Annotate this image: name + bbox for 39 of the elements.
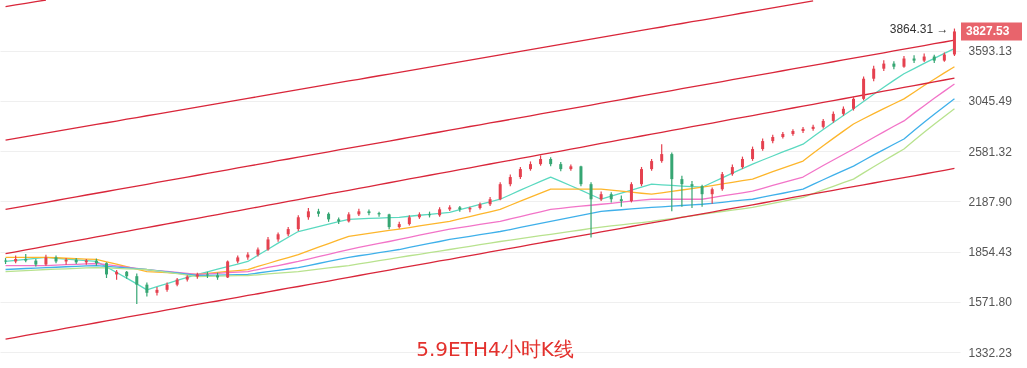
- text: 5.9ETH4小时K线: [416, 337, 574, 361]
- candlestick: [589, 181, 593, 238]
- candlestick: [498, 181, 502, 201]
- text: 3827.53: [966, 24, 1010, 39]
- candlestick: [105, 261, 108, 279]
- candlestick: [569, 163, 573, 172]
- candlestick: [852, 95, 855, 112]
- y-tick-label: 3045.49: [968, 94, 1013, 109]
- y-tick-label: 2581.32: [968, 144, 1013, 159]
- candlestick: [155, 286, 159, 297]
- candlestick: [640, 166, 644, 187]
- line-series: [4, 167, 956, 340]
- candlestick: [892, 60, 896, 70]
- annotation: 3864.31 →: [889, 21, 949, 36]
- y-tick-label: 1571.80: [968, 295, 1013, 310]
- y-tick-label: 1332.23: [968, 345, 1013, 360]
- candlestick: [912, 54, 916, 64]
- y-tick-label: 1854.43: [968, 245, 1013, 260]
- candlestick: [690, 180, 694, 209]
- candlestick: [316, 208, 320, 218]
- candlestick: [680, 175, 684, 208]
- y-tick-label: 3593.13: [968, 44, 1013, 59]
- candlestick: [700, 184, 704, 208]
- candlestick: [276, 231, 280, 243]
- candlestick: [801, 126, 805, 134]
- candlestick: [629, 181, 633, 204]
- line-series: [4, 0, 47, 8]
- line-series: [4, 0, 814, 141]
- candlestick: [720, 171, 724, 192]
- candlestick: [952, 27, 956, 57]
- candlestick: [367, 208, 371, 216]
- candlestick: [599, 190, 603, 202]
- candlestick: [791, 128, 795, 137]
- candlestick: [811, 124, 815, 132]
- candlestick: [135, 272, 139, 305]
- candlestick: [862, 75, 866, 102]
- y-tick-label: 2187.90: [968, 194, 1013, 209]
- candlestick: [165, 281, 169, 293]
- candlestick: [660, 143, 664, 164]
